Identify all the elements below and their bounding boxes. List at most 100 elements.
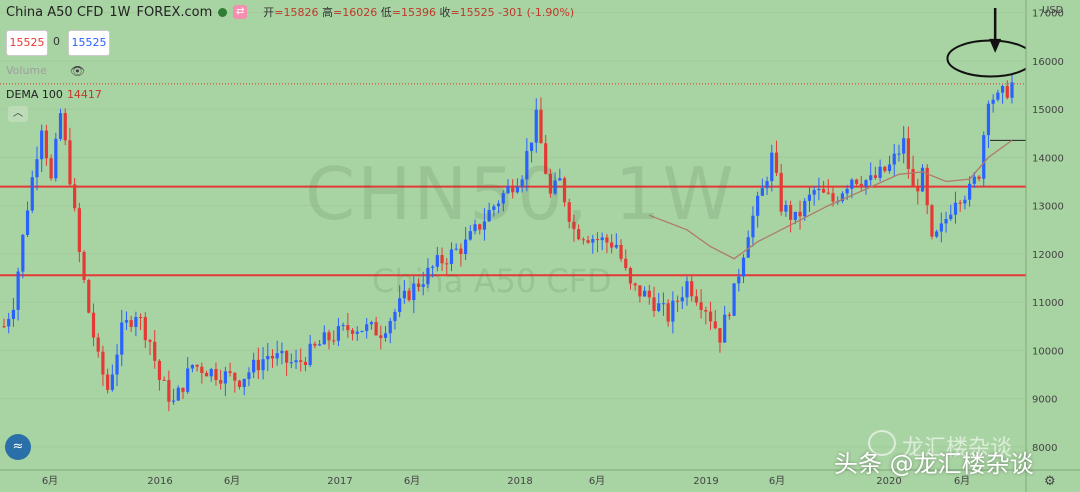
candle-body bbox=[157, 360, 162, 380]
highlight-ellipse bbox=[946, 39, 1035, 78]
candle-body bbox=[21, 234, 25, 272]
x-tick-label: 6月 bbox=[954, 475, 970, 487]
candle-body bbox=[883, 166, 887, 171]
credit-watermark-faint: 龙汇楼杂谈 bbox=[902, 436, 1013, 461]
candle-body bbox=[713, 321, 717, 329]
candle-body bbox=[558, 178, 562, 181]
candle-body bbox=[468, 231, 472, 240]
volume-label[interactable]: Volume bbox=[6, 64, 47, 77]
candle-body bbox=[826, 192, 830, 194]
candle-body bbox=[610, 242, 614, 248]
y-tick-label: 16000 bbox=[1032, 57, 1064, 68]
candle-body bbox=[289, 362, 293, 364]
candle-body bbox=[388, 321, 392, 334]
candle-body bbox=[473, 224, 477, 232]
candle-body bbox=[525, 151, 529, 180]
y-tick-label: 8000 bbox=[1032, 443, 1057, 454]
dema-series-line bbox=[649, 139, 1013, 260]
candle-body bbox=[115, 354, 119, 375]
dema-legend[interactable]: DEMA 100 14417 bbox=[6, 88, 102, 101]
candle-body bbox=[760, 188, 764, 196]
candle-body bbox=[939, 223, 943, 232]
candle-body bbox=[902, 138, 906, 154]
candle-body bbox=[633, 283, 637, 286]
candle-body bbox=[398, 298, 402, 312]
x-tick-label: 6月 bbox=[224, 475, 240, 487]
candle-body bbox=[138, 317, 143, 319]
candle-body bbox=[756, 195, 760, 216]
candle-body bbox=[30, 177, 34, 211]
candle-body bbox=[482, 221, 487, 230]
candle-body bbox=[619, 244, 623, 259]
candle-body bbox=[1010, 82, 1014, 98]
candle-body bbox=[266, 355, 270, 360]
candle-body bbox=[515, 186, 520, 193]
candle-body bbox=[16, 271, 20, 310]
candle-body bbox=[261, 359, 265, 371]
candle-body bbox=[204, 373, 209, 377]
candle-body bbox=[666, 303, 670, 322]
candle-body bbox=[586, 240, 590, 243]
candle-body bbox=[445, 263, 449, 265]
candle-body bbox=[949, 214, 953, 220]
interval[interactable]: 1W bbox=[109, 4, 131, 20]
candle-body bbox=[958, 202, 962, 204]
candle-body bbox=[256, 359, 260, 371]
x-tick-label: 6月 bbox=[589, 475, 605, 487]
candle-body bbox=[798, 211, 802, 217]
candle-body bbox=[878, 166, 882, 178]
candle-body bbox=[63, 113, 67, 141]
annotations bbox=[946, 8, 1035, 78]
candle-body bbox=[600, 237, 604, 241]
candle-body bbox=[44, 130, 48, 159]
x-tick-label: 6月 bbox=[769, 475, 785, 487]
candle-body bbox=[167, 380, 171, 402]
candle-body bbox=[845, 188, 849, 194]
candles bbox=[2, 73, 1014, 412]
compare-icon[interactable]: ⇄ bbox=[233, 5, 248, 19]
currency-label[interactable]: USD bbox=[1042, 5, 1064, 16]
candle-body bbox=[647, 290, 651, 298]
candle-body bbox=[275, 353, 279, 359]
candle-body bbox=[991, 99, 995, 104]
candle-body bbox=[416, 283, 421, 287]
candle-body bbox=[120, 322, 124, 355]
candle-body bbox=[73, 184, 77, 209]
candle-body bbox=[237, 380, 242, 387]
candle-body bbox=[562, 178, 567, 203]
y-tick-label: 14000 bbox=[1032, 153, 1064, 164]
price-axis-background bbox=[1026, 0, 1080, 492]
candle-body bbox=[944, 219, 948, 224]
candle-body bbox=[577, 229, 581, 240]
y-tick-label: 15000 bbox=[1032, 105, 1064, 116]
candle-body bbox=[591, 239, 595, 243]
eye-icon[interactable]: 👁 bbox=[70, 64, 86, 78]
candle-body bbox=[544, 143, 548, 174]
candle-body bbox=[567, 202, 571, 222]
candle-body bbox=[350, 330, 355, 334]
collapse-legend-button[interactable]: ︿ bbox=[8, 106, 28, 122]
candle-body bbox=[854, 179, 859, 184]
candle-body bbox=[807, 194, 812, 201]
candle-body bbox=[223, 371, 227, 384]
candle-body bbox=[360, 330, 364, 332]
candle-body bbox=[779, 172, 783, 212]
candle-body bbox=[299, 360, 303, 362]
candle-body bbox=[393, 311, 397, 322]
y-tick-label: 9000 bbox=[1032, 395, 1057, 406]
symbol-name[interactable]: China A50 CFD bbox=[6, 4, 104, 20]
tradingview-logo-icon[interactable]: ≈ bbox=[5, 434, 31, 460]
settings-gear-icon[interactable]: ⚙ bbox=[1044, 474, 1056, 489]
candle-body bbox=[143, 317, 147, 341]
sell-button[interactable]: 15525 bbox=[6, 30, 48, 56]
candle-body bbox=[77, 208, 81, 252]
buy-button[interactable]: 15525 bbox=[68, 30, 110, 56]
candle-body bbox=[671, 300, 675, 322]
low-label: 低 bbox=[380, 6, 392, 19]
candle-body bbox=[317, 344, 322, 346]
candle-body bbox=[605, 237, 609, 243]
y-tick-label: 11000 bbox=[1032, 298, 1064, 309]
candle-body bbox=[638, 285, 642, 297]
candle-body bbox=[176, 387, 180, 401]
